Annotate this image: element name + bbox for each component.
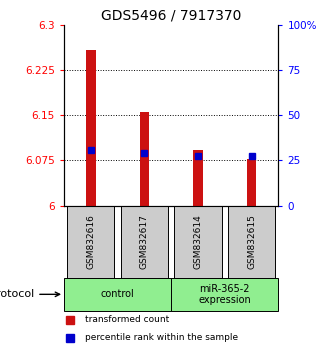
Bar bbox=[228, 206, 275, 278]
Text: GSM832615: GSM832615 bbox=[247, 214, 256, 269]
Text: percentile rank within the sample: percentile rank within the sample bbox=[85, 333, 239, 342]
Text: GSM832614: GSM832614 bbox=[194, 215, 203, 269]
Text: protocol: protocol bbox=[0, 289, 60, 299]
Bar bbox=[247, 159, 256, 206]
Title: GDS5496 / 7917370: GDS5496 / 7917370 bbox=[101, 8, 241, 22]
Bar bbox=[67, 206, 114, 278]
Bar bbox=[140, 112, 149, 206]
Bar bbox=[121, 206, 168, 278]
Bar bbox=[171, 278, 278, 311]
Text: transformed count: transformed count bbox=[85, 315, 170, 324]
Text: control: control bbox=[101, 289, 134, 299]
Bar bbox=[64, 278, 171, 311]
Bar bbox=[174, 206, 221, 278]
Bar bbox=[86, 50, 96, 206]
Text: GSM832617: GSM832617 bbox=[140, 214, 149, 269]
Bar bbox=[193, 149, 203, 206]
Text: GSM832616: GSM832616 bbox=[86, 214, 95, 269]
Text: miR-365-2
expression: miR-365-2 expression bbox=[198, 284, 251, 305]
